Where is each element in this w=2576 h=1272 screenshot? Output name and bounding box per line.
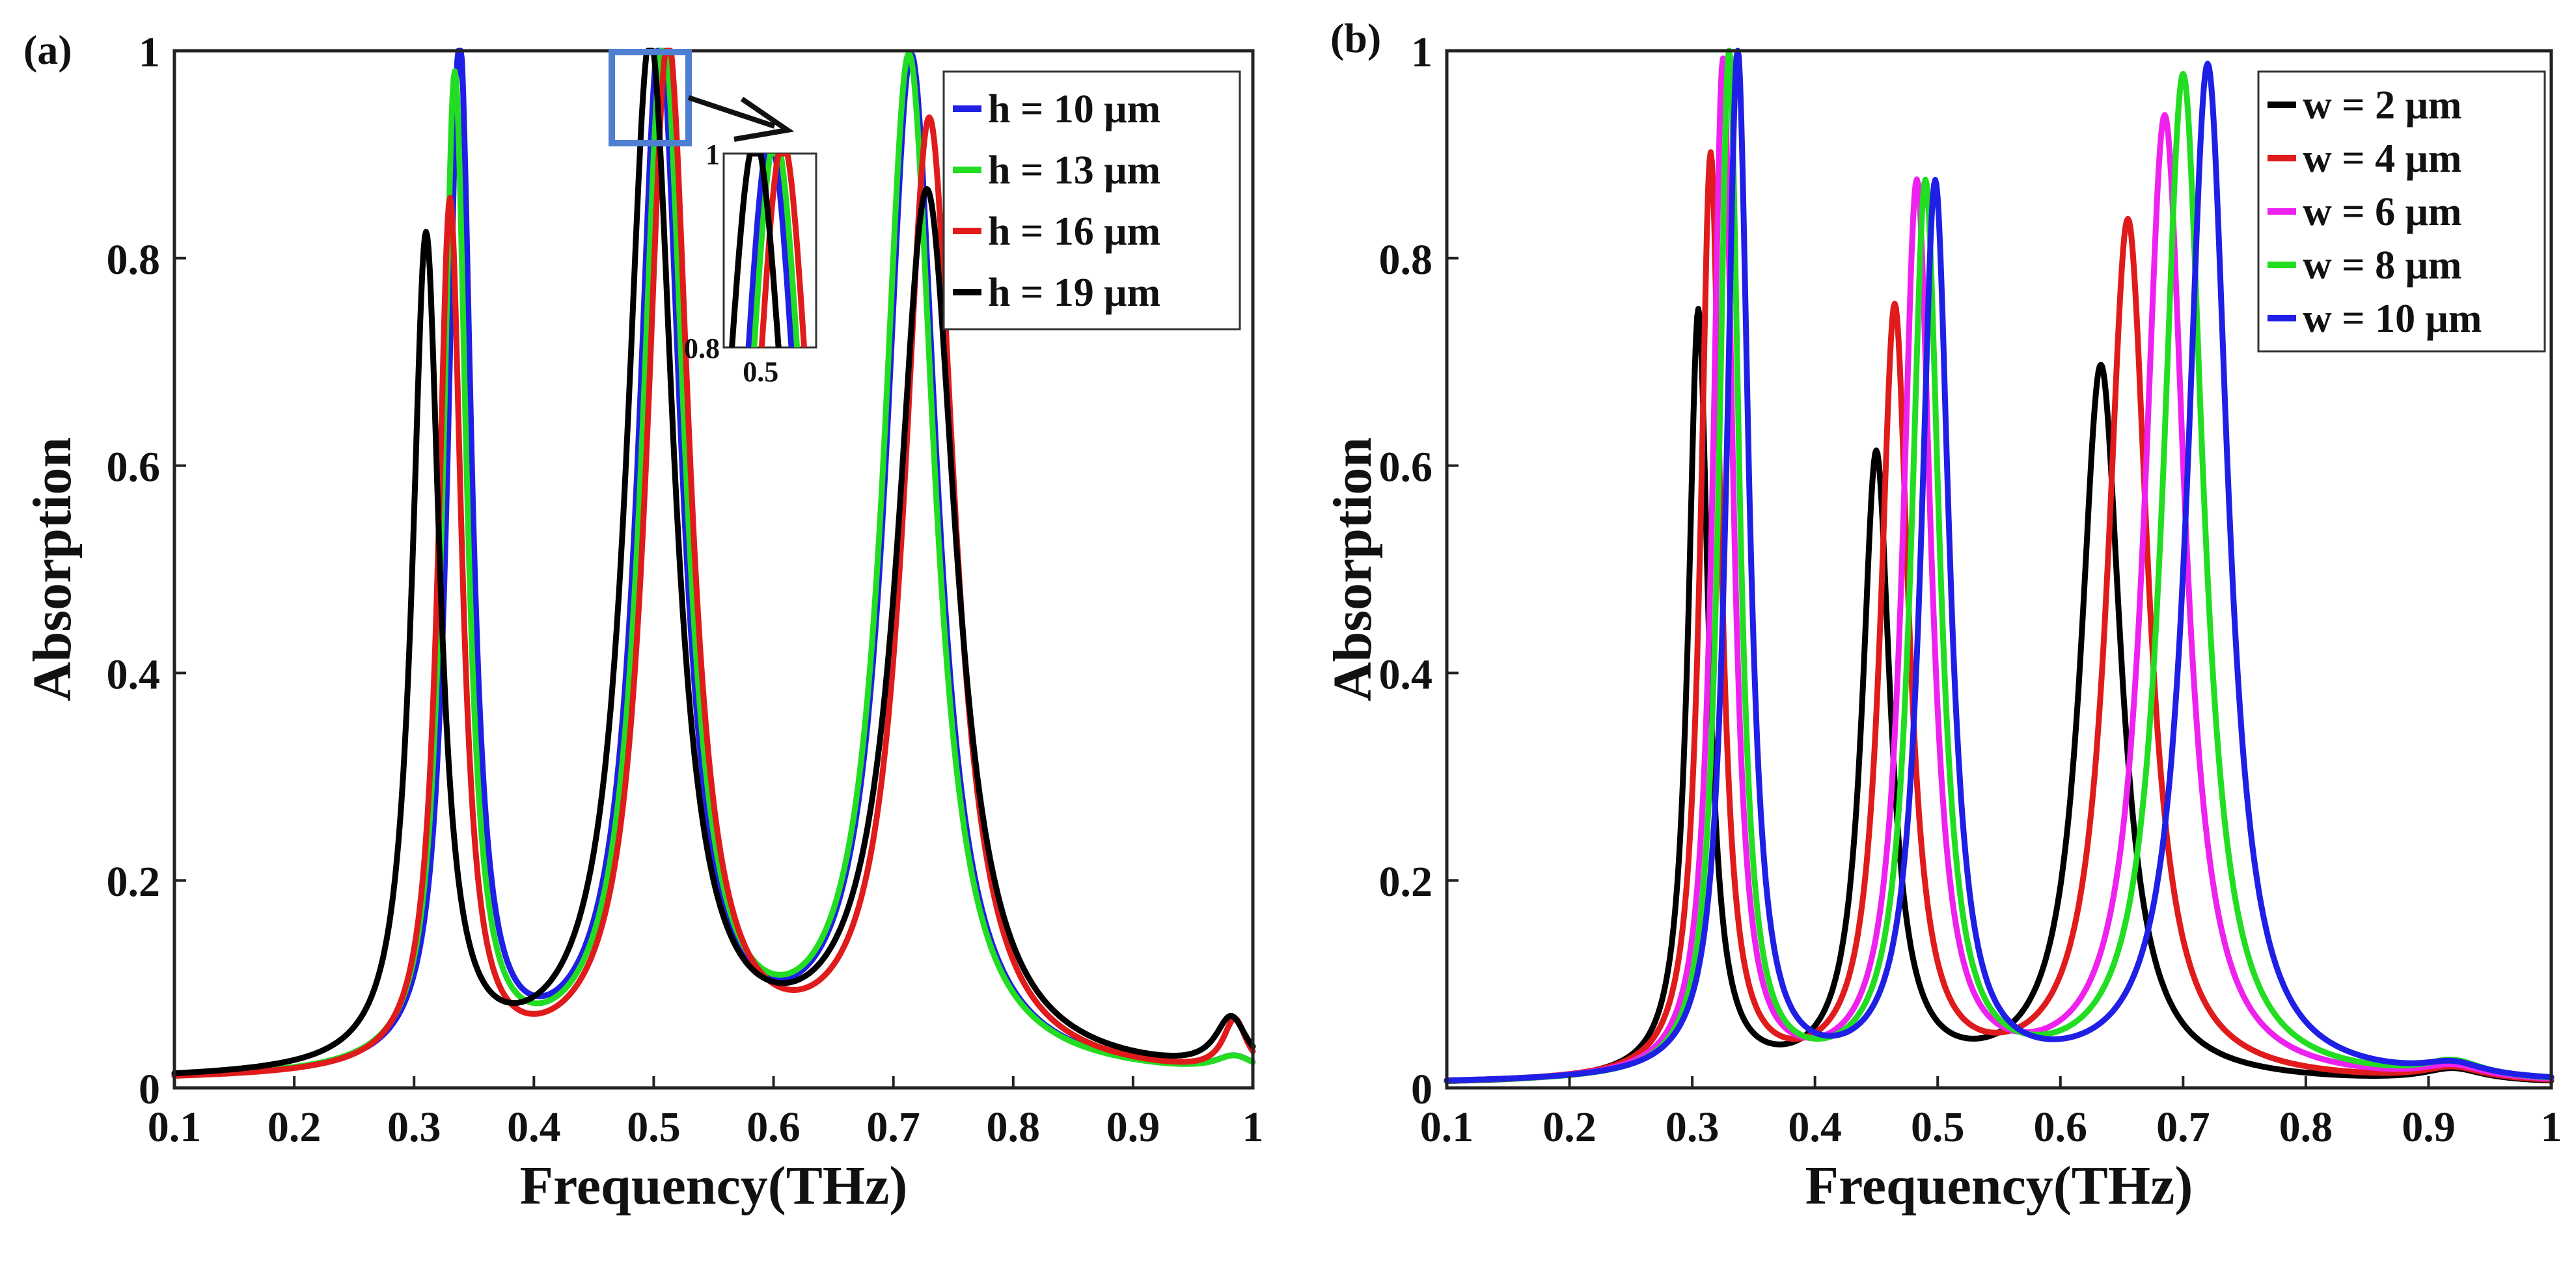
series-line-3	[171, 47, 1256, 1076]
x-tick-label: 0.7	[2156, 1103, 2210, 1151]
panel-label: (b)	[1330, 15, 1381, 61]
legend-label-0: h = 10 μm	[988, 87, 1160, 131]
inset-x-tick-label: 0.5	[743, 356, 778, 388]
legend-label-4: w = 10 μm	[2303, 297, 2482, 341]
x-tick-label: 0.9	[2402, 1103, 2456, 1151]
inset-series-line-1	[751, 154, 801, 347]
zoom-arrow	[687, 95, 776, 129]
inset-y-tick-label: 1	[706, 139, 720, 170]
x-tick-label: 0.3	[387, 1103, 441, 1151]
x-tick-label: 0.2	[1542, 1103, 1596, 1151]
y-tick-label: 1	[1411, 29, 1432, 76]
y-tick-label: 0.6	[107, 444, 161, 491]
zoom-arrow-head	[733, 96, 795, 142]
legend-label-3: h = 19 μm	[988, 271, 1160, 315]
x-tick-label: 0.6	[2034, 1103, 2088, 1151]
panel-b: 0.1 0.2 0.3 0.4 0.5 0.6 0.7 0.8 0.9 1 0 0.2 0.4 0.6 0.…	[1322, 15, 2562, 1216]
x-tick-label: 0.1	[1420, 1103, 1474, 1151]
x-tick-label: 0.5	[1911, 1103, 1965, 1151]
x-tick-label: 0.8	[987, 1103, 1041, 1151]
x-axis-label: Frequency(THz)	[1805, 1156, 2193, 1216]
plot-frame	[172, 49, 1255, 1090]
y-tick-label: 0.6	[1379, 444, 1433, 491]
y-axis-label: Absorption	[22, 437, 83, 701]
series-line-1	[1444, 149, 2555, 1084]
legend-box	[942, 70, 1241, 331]
y-tick-label: 0.2	[1379, 858, 1433, 906]
legend-label-0: w = 2 μm	[2303, 83, 2461, 128]
y-tick-label: 0.4	[107, 651, 161, 698]
legend-label-1: w = 4 μm	[2303, 137, 2461, 181]
panel-a: 0.1 0.2 0.3 0.4 0.5 0.6 0.7 0.8 0.9 1 0 0.2 0.4 0.6 0.…	[22, 27, 1264, 1216]
y-tick-label: 1	[139, 29, 160, 76]
x-tick-label: 1	[2541, 1103, 2562, 1151]
legend-label-1: h = 13 μm	[988, 148, 1160, 193]
x-tick-label: 0.4	[507, 1103, 561, 1151]
series-line-4	[1444, 47, 2555, 1083]
x-axis-label: Frequency(THz)	[520, 1156, 908, 1216]
inset-series-line-3	[729, 154, 782, 347]
legend-box	[2257, 70, 2546, 353]
legend-label-2: w = 6 μm	[2303, 190, 2461, 234]
x-tick-label: 0.4	[1788, 1103, 1842, 1151]
inset-y-tick-label: 0.8	[684, 332, 720, 364]
y-tick-label: 0.2	[107, 858, 161, 906]
x-tick-label: 0.5	[627, 1103, 681, 1151]
x-tick-label: 0.9	[1106, 1103, 1160, 1151]
series-line-2	[171, 47, 1256, 1079]
x-tick-label: 0.8	[2279, 1103, 2333, 1151]
x-tick-label: 1	[1242, 1103, 1264, 1151]
x-tick-label: 0.3	[1665, 1103, 1720, 1151]
y-axis-label: Absorption	[1322, 437, 1383, 701]
x-tick-label: 0.6	[747, 1103, 801, 1151]
x-tick-label: 0.2	[267, 1103, 322, 1151]
x-tick-label: 0.1	[148, 1103, 202, 1151]
legend-label-2: h = 16 μm	[988, 210, 1160, 254]
series-line-0	[1444, 306, 2555, 1084]
legend-label-3: w = 8 μm	[2303, 243, 2461, 288]
y-tick-label: 0	[139, 1066, 160, 1113]
y-tick-label: 0.4	[1379, 651, 1433, 698]
plot-frame	[1445, 49, 2553, 1090]
y-tick-label: 0.8	[107, 236, 161, 284]
y-tick-label: 0.8	[1379, 236, 1433, 284]
panel-label: (a)	[23, 27, 72, 73]
y-tick-label: 0	[1411, 1066, 1432, 1113]
x-tick-label: 0.7	[866, 1103, 920, 1151]
